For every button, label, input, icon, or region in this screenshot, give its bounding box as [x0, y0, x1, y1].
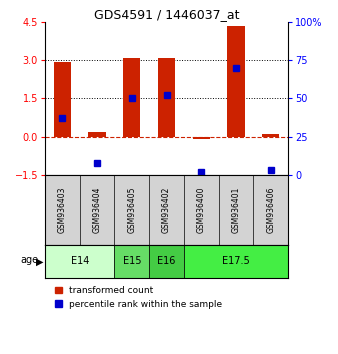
Bar	[253, 175, 288, 245]
Text: GSM936403: GSM936403	[58, 187, 67, 233]
Legend: transformed count, percentile rank within the sample: transformed count, percentile rank withi…	[55, 286, 222, 309]
Bar	[219, 175, 253, 245]
Bar	[158, 58, 175, 137]
Bar	[262, 134, 279, 137]
Bar	[115, 175, 149, 245]
Text: E17.5: E17.5	[222, 257, 250, 267]
Bar	[45, 175, 80, 245]
Text: E16: E16	[157, 257, 176, 267]
Text: age: age	[20, 255, 38, 265]
Bar	[89, 132, 106, 137]
Text: E15: E15	[123, 257, 141, 267]
Bar	[227, 26, 245, 137]
Bar	[80, 175, 115, 245]
Bar	[184, 245, 288, 278]
Bar	[149, 175, 184, 245]
Bar	[45, 245, 115, 278]
Text: GSM936402: GSM936402	[162, 187, 171, 233]
Text: E14: E14	[71, 257, 89, 267]
Bar	[184, 175, 219, 245]
Text: GSM936400: GSM936400	[197, 187, 206, 233]
Bar	[115, 245, 149, 278]
Text: ▶: ▶	[36, 257, 43, 267]
Bar	[149, 245, 184, 278]
Text: GSM936404: GSM936404	[93, 187, 102, 233]
Text: GSM936401: GSM936401	[232, 187, 240, 233]
Title: GDS4591 / 1446037_at: GDS4591 / 1446037_at	[94, 8, 239, 21]
Text: GSM936405: GSM936405	[127, 187, 136, 233]
Bar	[54, 62, 71, 137]
Bar	[193, 137, 210, 138]
Text: GSM936406: GSM936406	[266, 187, 275, 233]
Bar	[123, 58, 141, 137]
